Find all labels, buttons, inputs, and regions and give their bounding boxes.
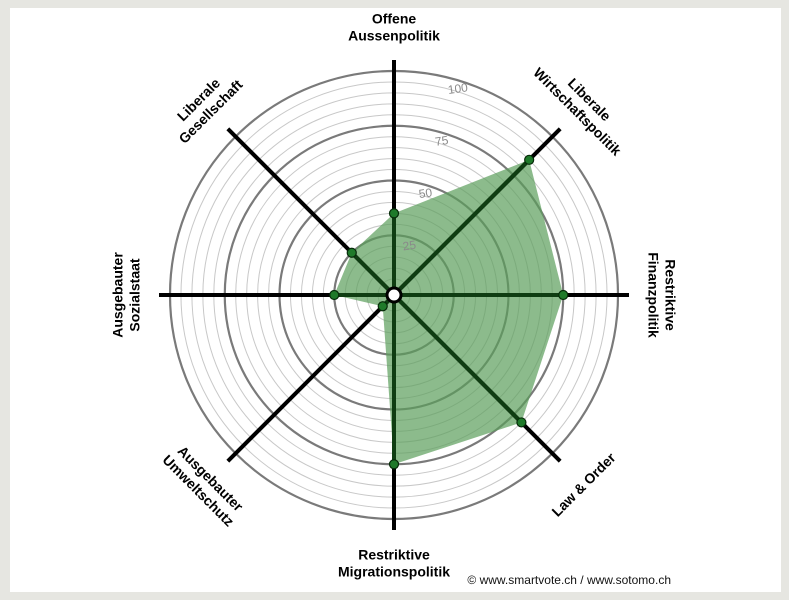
axis-label: AusgebauterSozialstaat	[110, 252, 143, 338]
axis-label-line: Ausgebauter	[110, 252, 126, 338]
profile-area	[334, 159, 564, 465]
tick-label: 75	[434, 133, 449, 149]
chart-frame: 25 50 75 100 Offene Aussenpolitik LiberaleWirt…	[10, 8, 781, 592]
tick-label: 100	[447, 80, 469, 97]
axis-label-line: Offene	[372, 11, 417, 27]
axis-label-line: Migrationspolitik	[338, 564, 450, 580]
value-spoke	[396, 297, 523, 424]
tick-label: 25	[402, 238, 417, 254]
axis-label: RestriktiveFinanzpolitik	[646, 252, 679, 338]
value-marker	[516, 417, 527, 428]
axis-label: Offene Aussenpolitik	[348, 11, 440, 44]
value-marker	[558, 289, 569, 301]
axis-label: Restriktive Migrationspolitik	[338, 547, 450, 580]
axis-label-line: Restriktive	[358, 547, 430, 563]
axis-label-line: Sozialstaat	[127, 258, 143, 331]
axis-label-line: Restriktive	[663, 259, 679, 331]
center-hub	[385, 286, 403, 304]
axis-label-line: Aussenpolitik	[348, 28, 440, 44]
value-marker	[329, 289, 340, 301]
copyright-text: © www.smartvote.ch / www.sotomo.ch	[467, 573, 671, 587]
tick-label: 50	[418, 185, 433, 201]
value-marker	[388, 208, 400, 219]
value-spoke	[350, 251, 392, 293]
value-spoke	[396, 158, 531, 293]
spoke	[226, 297, 392, 463]
value-marker	[388, 459, 400, 470]
value-marker	[377, 301, 388, 312]
value-marker	[524, 154, 535, 165]
value-marker	[346, 247, 357, 258]
axis-label-line: Finanzpolitik	[646, 252, 662, 338]
